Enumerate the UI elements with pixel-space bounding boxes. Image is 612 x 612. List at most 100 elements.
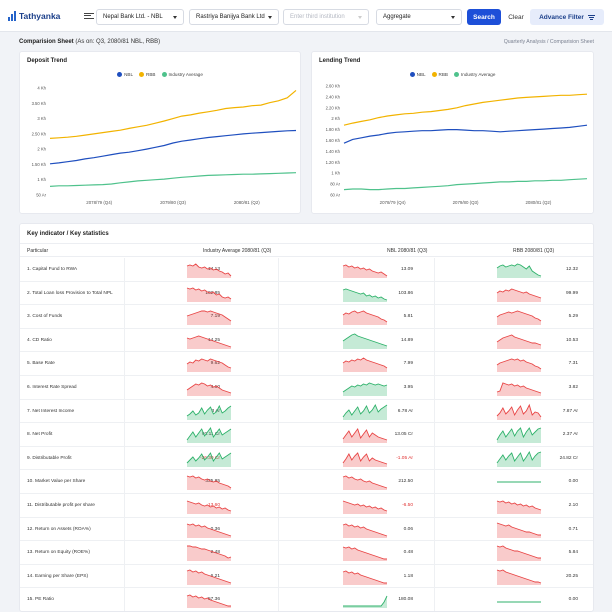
deposit-trend-card: Deposit Trend NBL RBB Industry Average 5…: [19, 51, 301, 214]
cell-value: 14.25: [207, 337, 220, 343]
sparkline: [186, 594, 231, 609]
institution-3-input[interactable]: Enter third institution: [283, 9, 369, 25]
lending-legend: NBL RBB Industry Average: [312, 72, 593, 77]
legend-item-industry[interactable]: Industry Average: [161, 72, 203, 77]
series-line-nbl[interactable]: [49, 129, 297, 165]
column-divider: [278, 352, 279, 375]
sparkline: [186, 263, 232, 278]
table-row[interactable]: 15. PE Ratio 57.36 180.08 0.00: [20, 588, 593, 611]
y-tick-label: 1.50 Kh: [32, 162, 47, 167]
table-row[interactable]: 13. Return on Equity (ROE%) 2.48 0.48 5.84: [20, 541, 593, 565]
legend-item-rbb[interactable]: RBB: [431, 72, 448, 77]
page-subtitle: (As on: Q3, 2080/81 NBL, RBB): [75, 39, 161, 45]
sparkline-area: [343, 288, 387, 302]
institution-1-select[interactable]: Nepal Bank Ltd. - NBL: [96, 9, 184, 25]
sparkline-line: [186, 382, 232, 394]
table-row[interactable]: 6. Interest Rate Spread 4.10 3.95 3.82: [20, 376, 593, 400]
sparkline-area: [343, 311, 387, 326]
column-divider: [278, 305, 279, 328]
sparkline-area: [187, 595, 231, 609]
column-divider: [434, 588, 435, 611]
institution-2-select[interactable]: Rastriya Banijya Bank Ltd: [189, 9, 279, 25]
y-tick-label: 2 Kh: [331, 116, 340, 121]
cell-value: 3.95: [403, 385, 413, 390]
column-divider: [434, 376, 435, 399]
cell-value: 0.71: [568, 526, 578, 532]
series-line-nbl[interactable]: [343, 124, 588, 144]
table-row[interactable]: 8. Net Profit 91.11 Cr 13.05 Cr 2.37 Ar: [20, 423, 593, 447]
sparkline: [186, 523, 232, 538]
row-name: 4. CD Ratio: [27, 337, 52, 343]
cell-value: 1.18: [403, 573, 413, 579]
y-tick-label: 2.20 Kh: [326, 105, 341, 110]
column-divider: [278, 494, 279, 517]
sparkline-area: [497, 501, 541, 514]
column-header-industry: Industry Average 2080/81 (Q3): [203, 248, 272, 254]
table-row[interactable]: 10. Market Value per Share 335.85 212.50 0.…: [20, 470, 593, 494]
table-row[interactable]: 1. Capital Fund to RWA 14.13 13.09 12.32: [20, 258, 593, 282]
y-tick-label: 2.40 Kh: [326, 94, 341, 99]
cell-value: 7.99: [403, 361, 413, 367]
sparkline-line: [186, 287, 232, 299]
cell-value: 6.21: [210, 573, 220, 579]
table-row[interactable]: 12. Return on Assets (ROA%) 0.36 0.06 0.71: [20, 517, 593, 542]
table-header: Particular Industry Average 2080/81 (Q3)…: [20, 243, 593, 257]
cell-value: 24.82 Cr: [559, 455, 578, 461]
sparkline: [342, 500, 388, 514]
cell-value: 5.29: [568, 314, 578, 320]
legend-item-nbl[interactable]: NBL: [409, 72, 426, 77]
legend-item-rbb[interactable]: RBB: [139, 72, 156, 77]
sparkline-line: [342, 451, 388, 465]
y-tick-label: 1 Kh: [37, 177, 46, 182]
column-divider: [124, 517, 125, 541]
sparkline: [342, 523, 388, 538]
sparkline-area: [497, 264, 541, 278]
cell-value: -26.30 Cr: [200, 455, 220, 461]
table-row[interactable]: 3. Cost of Funds 7.19 5.81 5.29: [20, 305, 593, 329]
table-row[interactable]: 7. Net Interest Income 3 Ar 6.78 Ar 7.87 Ar: [20, 399, 593, 424]
chevron-down-icon: [451, 15, 455, 19]
clear-button[interactable]: Clear: [508, 13, 524, 21]
cell-value: 7.87 Ar: [562, 408, 578, 414]
series-line-industry-average[interactable]: [343, 178, 588, 191]
sparkline-line: [186, 427, 232, 441]
column-divider: [278, 517, 279, 541]
table-row[interactable]: 11. Distributable profit per share -13.60…: [20, 494, 593, 518]
menu-icon[interactable]: [84, 12, 94, 19]
table-row[interactable]: 9. Distributable Profit -26.30 Cr -1.05 Ar…: [20, 446, 593, 471]
logo[interactable]: Tathyanka: [8, 10, 70, 21]
column-divider: [124, 423, 125, 446]
legend-item-industry[interactable]: Industry Average: [454, 72, 495, 77]
column-divider: [434, 281, 435, 305]
column-divider: [124, 446, 125, 470]
sparkline-line: [342, 570, 387, 584]
x-tick-label: 2078/79 (Q4): [86, 200, 112, 205]
advance-filter-button[interactable]: Advance Filter: [530, 9, 604, 25]
legend-item-nbl[interactable]: NBL: [117, 72, 133, 77]
sparkline: [186, 382, 232, 396]
series-line-industry-average[interactable]: [49, 172, 297, 187]
sparkline: [496, 288, 542, 302]
cell-value: -13.60: [206, 503, 220, 508]
sparkline: [186, 335, 232, 349]
table-row[interactable]: 14. Earning per Share (EPS) 6.21 1.18 20.25: [20, 564, 593, 589]
series-line-rbb[interactable]: [49, 89, 297, 139]
search-button[interactable]: Search: [467, 9, 501, 25]
sparkline: [342, 333, 388, 349]
aggregate-select[interactable]: Aggregate: [376, 9, 462, 25]
table-row[interactable]: 5. Base Rate 9.62 7.99 7.31: [20, 352, 593, 376]
cell-value: 6.78 Ar: [397, 408, 413, 414]
column-divider: [124, 305, 125, 328]
sparkline-line: [342, 523, 388, 537]
sparkline-area: [187, 311, 231, 326]
breadcrumb[interactable]: Quarterly Analysis / Comparision Sheet: [503, 39, 594, 45]
table-row[interactable]: 2. Total Loan loss Provision to Total NP…: [20, 281, 593, 306]
column-divider: [278, 588, 279, 611]
sparkline-line: [186, 310, 232, 322]
series-line-rbb[interactable]: [343, 93, 588, 126]
sparkline-area: [497, 359, 541, 373]
sparkline: [342, 288, 388, 302]
column-divider: [124, 588, 125, 611]
sparkline-line: [496, 310, 542, 322]
table-row[interactable]: 4. CD Ratio 14.25 14.89 10.53: [20, 328, 593, 353]
